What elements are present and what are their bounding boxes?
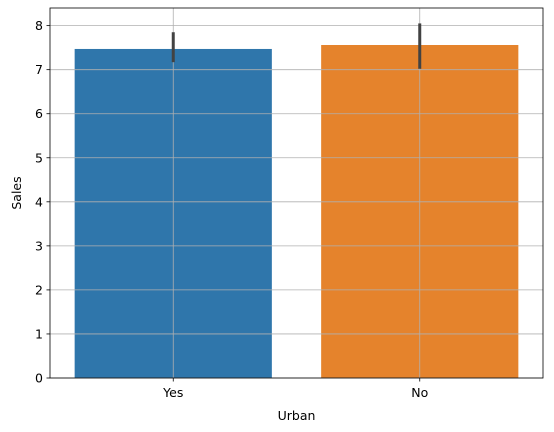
y-tick-label: 5 [35,150,43,165]
x-axis-title: Urban [278,408,316,423]
y-tick-label: 8 [35,18,43,33]
x-tick-label: No [411,385,428,400]
y-tick-label: 7 [35,62,43,77]
gridlines [50,8,543,379]
plot-frame [49,7,544,379]
y-tick-label: 2 [35,282,43,297]
error-bars [171,23,422,69]
y-tick-label: 4 [35,194,43,209]
y-tick-label: 3 [35,238,43,253]
y-tick-label: 1 [35,326,43,341]
x-axis-ticks: Yes No [162,378,428,400]
y-axis-title: Sales [9,176,24,209]
y-tick-label: 6 [35,106,43,121]
y-axis-ticks: 0 1 2 3 4 5 6 7 8 [35,18,50,386]
y-tick-label: 0 [35,371,43,386]
bars-group [74,45,519,379]
x-tick-label: Yes [162,385,183,400]
